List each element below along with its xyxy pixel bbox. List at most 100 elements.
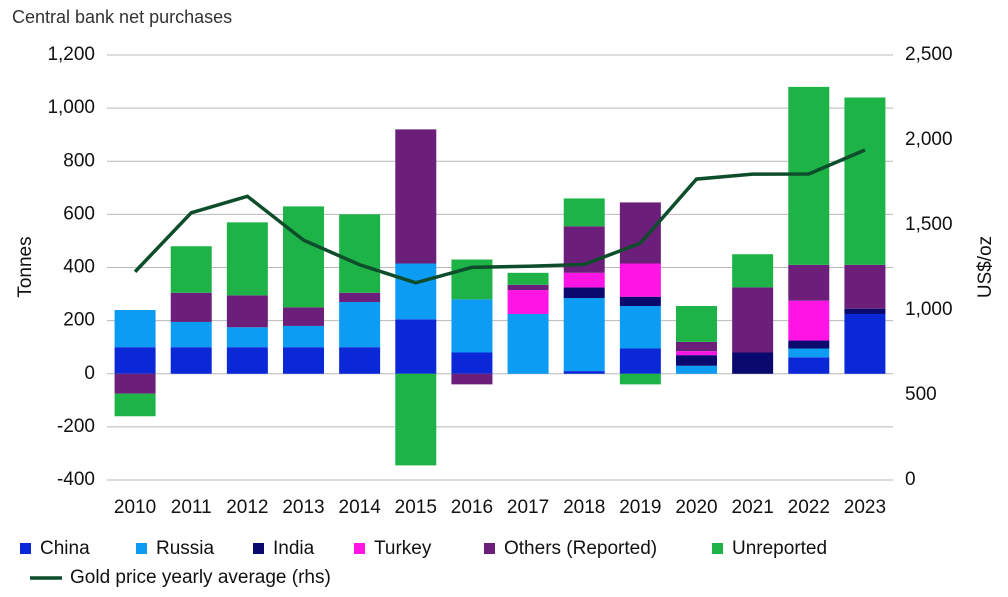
legend-swatch [712,543,723,554]
bar [732,254,774,288]
legend-label: Gold price yearly average (rhs) [70,567,331,588]
bar [676,341,717,352]
bar [563,287,605,299]
line [133,148,866,285]
bar [339,302,381,348]
bar [619,348,661,374]
legend-label: Turkey [374,538,432,559]
bar [844,264,886,309]
y2-tick-label: 2,500 [905,44,953,65]
bar [451,299,493,353]
legend-item: China [20,538,90,559]
bar [563,198,605,227]
bar [619,306,661,349]
y2-tick-label: 500 [905,384,937,405]
bar [676,351,717,356]
bar [507,272,549,285]
legend-item: India [253,538,315,559]
bar [844,313,886,374]
legend-swatch [484,543,495,554]
bar [844,97,886,265]
x-tick-label: 2018 [563,497,605,518]
bar [507,290,549,314]
y-tick-label: -200 [57,416,95,437]
bar [339,214,381,293]
bar [283,347,324,374]
bar [788,340,830,349]
y2-tick-label: 0 [905,469,916,490]
legend-swatch [253,543,264,554]
bar [619,373,661,385]
bar [732,352,774,374]
x-tick-label: 2011 [171,497,212,518]
bar [507,284,549,291]
x-tick-label: 2023 [844,497,886,518]
bar [395,319,437,374]
chart-title: Central bank net purchases [12,7,232,27]
x-tick-label: 2022 [788,497,830,518]
bar [226,347,268,374]
bar [170,347,212,374]
bar [114,310,156,348]
bar [619,296,661,307]
bar [788,348,830,358]
bar [395,373,437,466]
bar [283,325,324,348]
bar [226,327,268,348]
x-tick-label: 2019 [619,497,661,518]
bar [451,373,493,385]
x-tick-label: 2021 [732,497,774,518]
bar [788,86,830,265]
bar [732,287,774,353]
legend-label: Russia [156,538,215,559]
bar [451,352,493,374]
bar [114,347,156,374]
bar [339,292,381,303]
y-tick-label: -400 [57,469,95,490]
y-tick-label: 800 [63,150,95,171]
bar [226,295,268,328]
legend-swatch [136,543,147,554]
bar [563,272,605,288]
bar [844,308,886,314]
bar [788,357,830,374]
y-axis-label: Tonnes [15,236,36,297]
bar [676,306,717,342]
x-tick-label: 2012 [226,497,268,518]
bar [283,206,324,308]
bar [114,373,156,394]
bar [339,347,381,374]
y-tick-label: 200 [63,310,95,331]
x-tick-label: 2015 [395,497,437,518]
x-tick-label: 2016 [451,497,493,518]
bar [788,300,830,341]
y2-tick-label: 1,500 [905,214,953,235]
bar [676,365,717,374]
y2-tick-label: 2,000 [905,129,953,150]
bar [395,263,437,320]
bar [114,393,156,417]
bar [788,264,830,301]
legend-swatch [354,543,365,554]
legend-item: Gold price yearly average (rhs) [30,567,331,588]
bar [283,307,324,326]
bar [563,371,605,374]
x-tick-label: 2013 [282,497,324,518]
bar [170,292,212,322]
legend-item: Unreported [712,538,827,559]
legend-label: India [273,538,315,559]
legend-label: China [40,538,90,559]
legend-swatch [20,543,31,554]
y-tick-label: 1,000 [47,97,95,118]
y2-tick-label: 1,000 [905,299,953,320]
y2-axis-label: US$/oz [975,236,996,298]
x-tick-label: 2020 [675,497,717,518]
bar [619,202,661,264]
bar [507,313,549,374]
y-tick-label: 0 [84,363,95,384]
y-tick-label: 400 [63,257,95,278]
legend-label: Unreported [732,538,827,559]
bar [226,222,268,296]
legend-label: Others (Reported) [504,538,657,559]
